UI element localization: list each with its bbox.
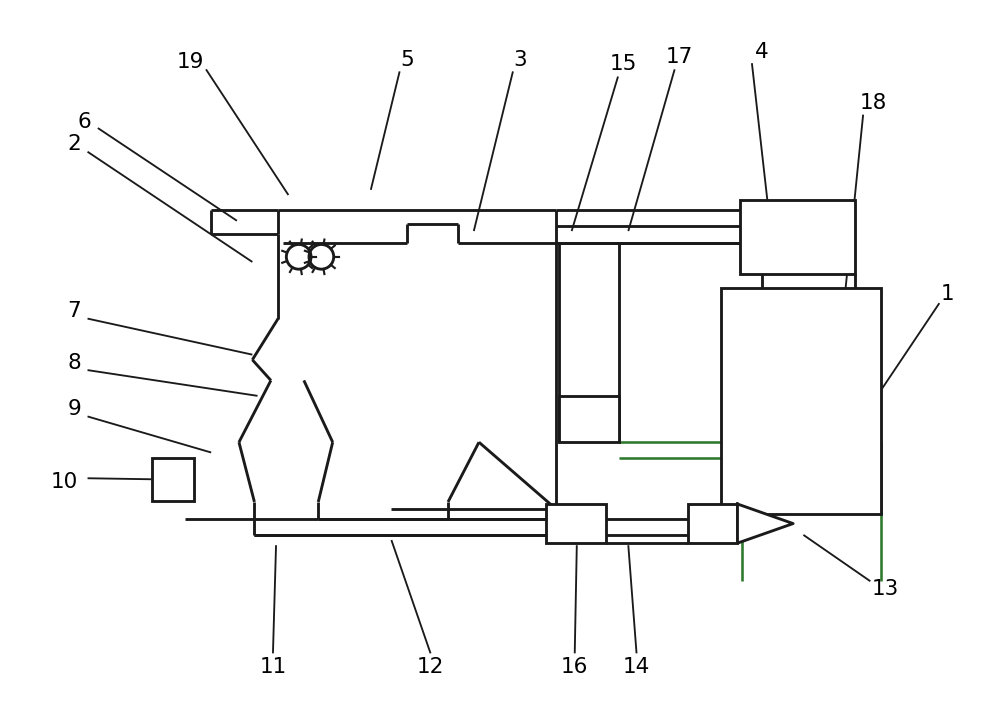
Text: 15: 15 <box>610 54 637 74</box>
Text: 7: 7 <box>67 301 81 321</box>
Text: 11: 11 <box>259 657 286 677</box>
Bar <box>740 201 855 275</box>
Text: 16: 16 <box>561 657 589 677</box>
Text: 18: 18 <box>860 93 887 113</box>
Text: 3: 3 <box>514 50 527 70</box>
Text: 19: 19 <box>177 52 204 72</box>
Text: 17: 17 <box>666 47 694 67</box>
Bar <box>688 504 738 543</box>
Bar <box>721 288 881 515</box>
Text: 13: 13 <box>872 579 899 599</box>
Text: 8: 8 <box>67 352 81 372</box>
Bar <box>152 458 193 501</box>
Text: 5: 5 <box>400 50 413 70</box>
Bar <box>546 504 606 543</box>
Text: 12: 12 <box>416 657 444 677</box>
Text: 6: 6 <box>77 111 91 131</box>
Text: 1: 1 <box>941 283 954 303</box>
Text: 10: 10 <box>50 471 77 491</box>
Text: 4: 4 <box>755 41 769 62</box>
Text: 2: 2 <box>67 134 81 154</box>
Text: 9: 9 <box>67 398 81 418</box>
Polygon shape <box>738 504 793 543</box>
Bar <box>560 396 619 442</box>
Text: 14: 14 <box>623 657 650 677</box>
